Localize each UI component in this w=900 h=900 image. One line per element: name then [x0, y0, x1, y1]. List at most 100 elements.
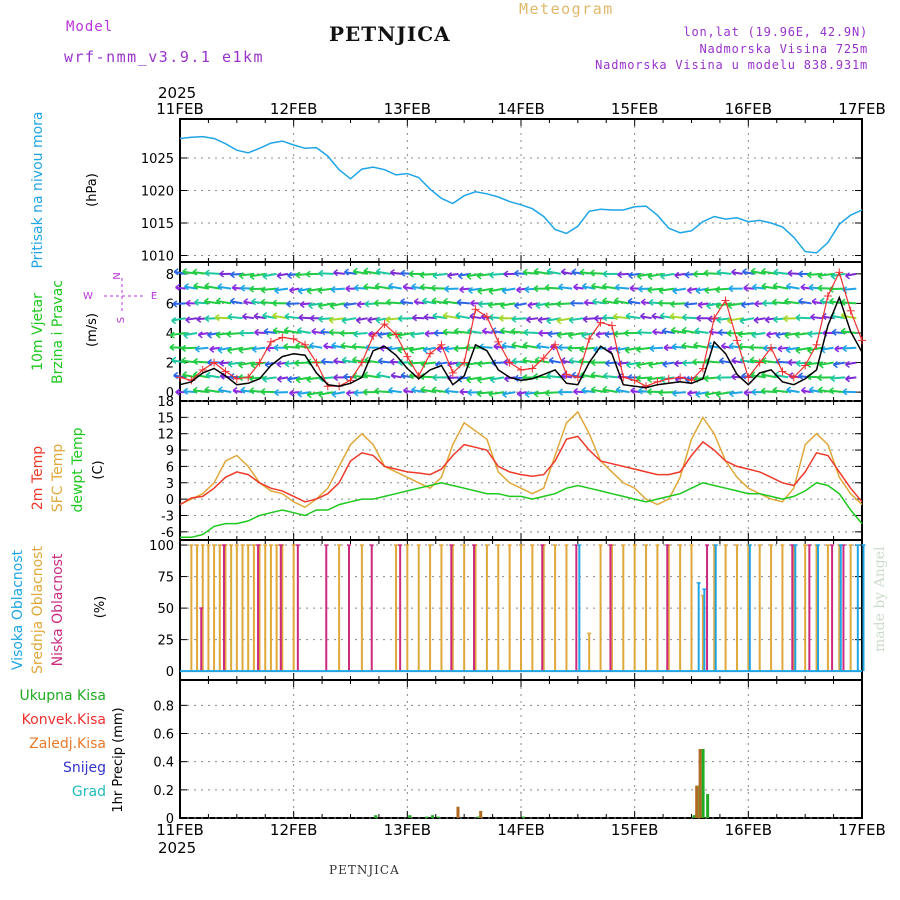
wind-vector-head	[612, 313, 618, 318]
wind-vector-head	[727, 302, 733, 307]
wind-vector-head	[219, 362, 225, 367]
wind-vector	[205, 272, 220, 275]
wind-vector	[344, 271, 357, 275]
wind-vector-head	[388, 386, 393, 392]
wind-vector-head	[538, 332, 544, 337]
wind-vector-head	[373, 299, 379, 304]
wind-vector-head	[297, 393, 303, 398]
meteogram-subtitle: Meteogram	[519, 0, 614, 18]
wind-vector-head	[731, 376, 737, 381]
wind-vector-head	[363, 267, 369, 272]
wind-vector-head	[795, 317, 801, 322]
temp-sfc-axis-title: SFC Temp	[50, 444, 66, 513]
wind-vector-head	[204, 315, 210, 320]
wind-vector-head	[818, 364, 824, 369]
wind-vector-head	[184, 286, 189, 291]
wind-vector	[773, 271, 789, 275]
wind-vector	[674, 272, 686, 277]
wind-vector-head	[510, 330, 516, 336]
wind-vector-head	[470, 302, 475, 307]
wind-vector-head	[442, 311, 448, 317]
wind-vector-head	[579, 268, 585, 273]
wind-vector-head	[466, 272, 472, 277]
wind-vector-head	[514, 272, 519, 277]
wind-vector-head	[845, 360, 850, 366]
wind-vector	[727, 317, 743, 322]
wind-vector-head	[801, 386, 806, 392]
wind-vector-head	[630, 387, 636, 392]
wind-vector-head	[299, 303, 305, 309]
wind-vector-head	[284, 315, 290, 321]
wind-vector-head	[227, 313, 233, 318]
wind-vector-head	[786, 389, 792, 394]
y-tick-label: 4	[166, 327, 174, 342]
wind-vector-head	[379, 347, 385, 352]
wind-vector-head	[343, 376, 349, 381]
wind-vector-head	[661, 327, 667, 332]
x-tick-label: 12FEB	[270, 100, 317, 118]
wind-vector-head	[752, 286, 757, 291]
wind-vector-head	[433, 329, 439, 334]
wind-vector-head	[602, 314, 608, 319]
wind-vector-head	[637, 328, 643, 333]
precip-legend-item: Zaledj.Kisa	[29, 736, 106, 752]
wind-vector-head	[377, 360, 383, 365]
wind-vector-head	[516, 289, 522, 294]
wind-vector-head	[374, 285, 380, 290]
wind-vector	[807, 346, 823, 352]
precip-total-bar	[692, 815, 696, 818]
wind-vector	[175, 286, 186, 290]
wind-vector	[423, 346, 436, 351]
wind-vector-head	[459, 391, 465, 396]
wind-vector-head	[704, 289, 710, 295]
wind-vector-head	[534, 356, 540, 361]
wind-vector-head	[640, 301, 646, 306]
wind-vector-head	[432, 275, 438, 280]
wind-vector-head	[215, 334, 221, 339]
wind-vector-head	[603, 372, 609, 377]
pressure-line	[179, 135, 863, 254]
model-name: wrf-nmm_v3.9.1 e1km	[64, 48, 265, 66]
wind-vector-head	[544, 389, 550, 394]
wind-vector	[777, 346, 789, 350]
wind-vector-head	[672, 287, 678, 292]
wind-vector-head	[751, 334, 757, 339]
wind-vector-head	[533, 393, 539, 398]
wind-vector	[218, 388, 232, 394]
wind-vector-head	[436, 345, 442, 350]
wind-vector-head	[251, 297, 257, 303]
wind-vector-head	[204, 389, 210, 394]
wind-vector-head	[831, 331, 837, 336]
wind-vector-head	[771, 301, 777, 306]
wind-vector-head	[739, 317, 745, 322]
wind-vector-head	[389, 271, 395, 277]
wind-vector-head	[409, 346, 415, 351]
wind-vector-head	[558, 391, 564, 396]
wind-vector-head	[240, 284, 246, 289]
wind-vector-head	[260, 289, 266, 294]
wind-vector-head	[311, 327, 317, 333]
y-tick-label: 0.4	[153, 756, 174, 771]
wind-vector	[527, 302, 539, 307]
wind-vector	[262, 272, 277, 278]
wind-vector	[411, 388, 425, 394]
wind-vector-head	[601, 285, 607, 291]
wind-vector-head	[353, 333, 359, 338]
wind-vector-head	[501, 341, 507, 347]
wind-vector-head	[339, 329, 345, 334]
wind-vector-head	[693, 375, 699, 380]
wind-vector	[193, 284, 209, 290]
wind-vector-head	[274, 388, 279, 394]
wind-vector	[318, 272, 334, 275]
wind-vector-head	[420, 385, 426, 391]
wind-vector-head	[432, 272, 438, 277]
wind-vector	[742, 270, 755, 275]
wind-vector-head	[306, 375, 312, 381]
wind-vector-head	[375, 319, 381, 324]
wind-vector	[603, 374, 618, 379]
precip-total-bar	[701, 749, 705, 818]
wind-vector-head	[743, 389, 749, 394]
wind-vector-head	[504, 378, 510, 383]
wind-vector-head	[239, 329, 245, 334]
wind-vector	[468, 287, 482, 292]
